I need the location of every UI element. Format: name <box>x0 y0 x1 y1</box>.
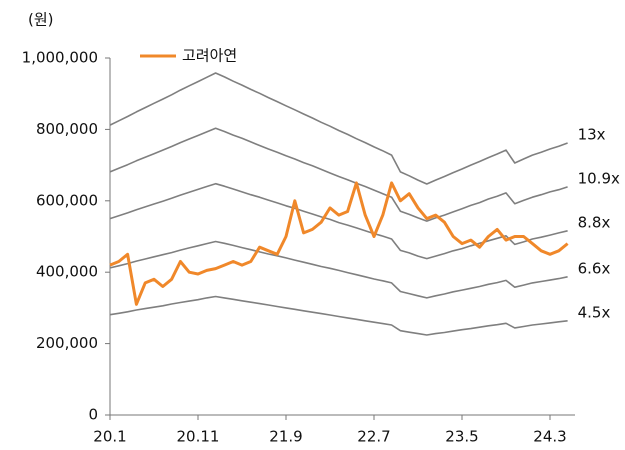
x-tick-label: 20.1 <box>93 428 126 446</box>
x-tick-label: 22.7 <box>357 428 390 446</box>
x-tick-label: 20.11 <box>177 428 220 446</box>
y-tick-label: 1,000,000 <box>22 49 98 67</box>
y-axis-unit: (원) <box>28 11 54 29</box>
band-label: 13x <box>578 125 606 143</box>
y-tick-label: 0 <box>88 406 98 424</box>
band-line <box>109 127 568 222</box>
legend-label: 고려아연 <box>182 47 237 65</box>
band-line <box>109 295 568 336</box>
y-tick-label: 600,000 <box>36 191 98 209</box>
band-line <box>109 240 568 299</box>
band-label: 8.8x <box>578 213 611 231</box>
x-tick-label: 21.9 <box>269 428 302 446</box>
y-tick-label: 200,000 <box>36 334 98 352</box>
x-tick-label: 23.5 <box>445 428 478 446</box>
y-tick-label: 800,000 <box>36 120 98 138</box>
band-label: 6.6x <box>578 259 611 277</box>
band-label: 4.5x <box>578 303 611 321</box>
band-line <box>109 72 568 185</box>
x-tick-label: 24.3 <box>533 428 566 446</box>
y-tick-label: 400,000 <box>36 263 98 281</box>
price-line <box>109 181 569 306</box>
band-line <box>109 182 568 260</box>
band-label: 10.9x <box>578 169 620 187</box>
